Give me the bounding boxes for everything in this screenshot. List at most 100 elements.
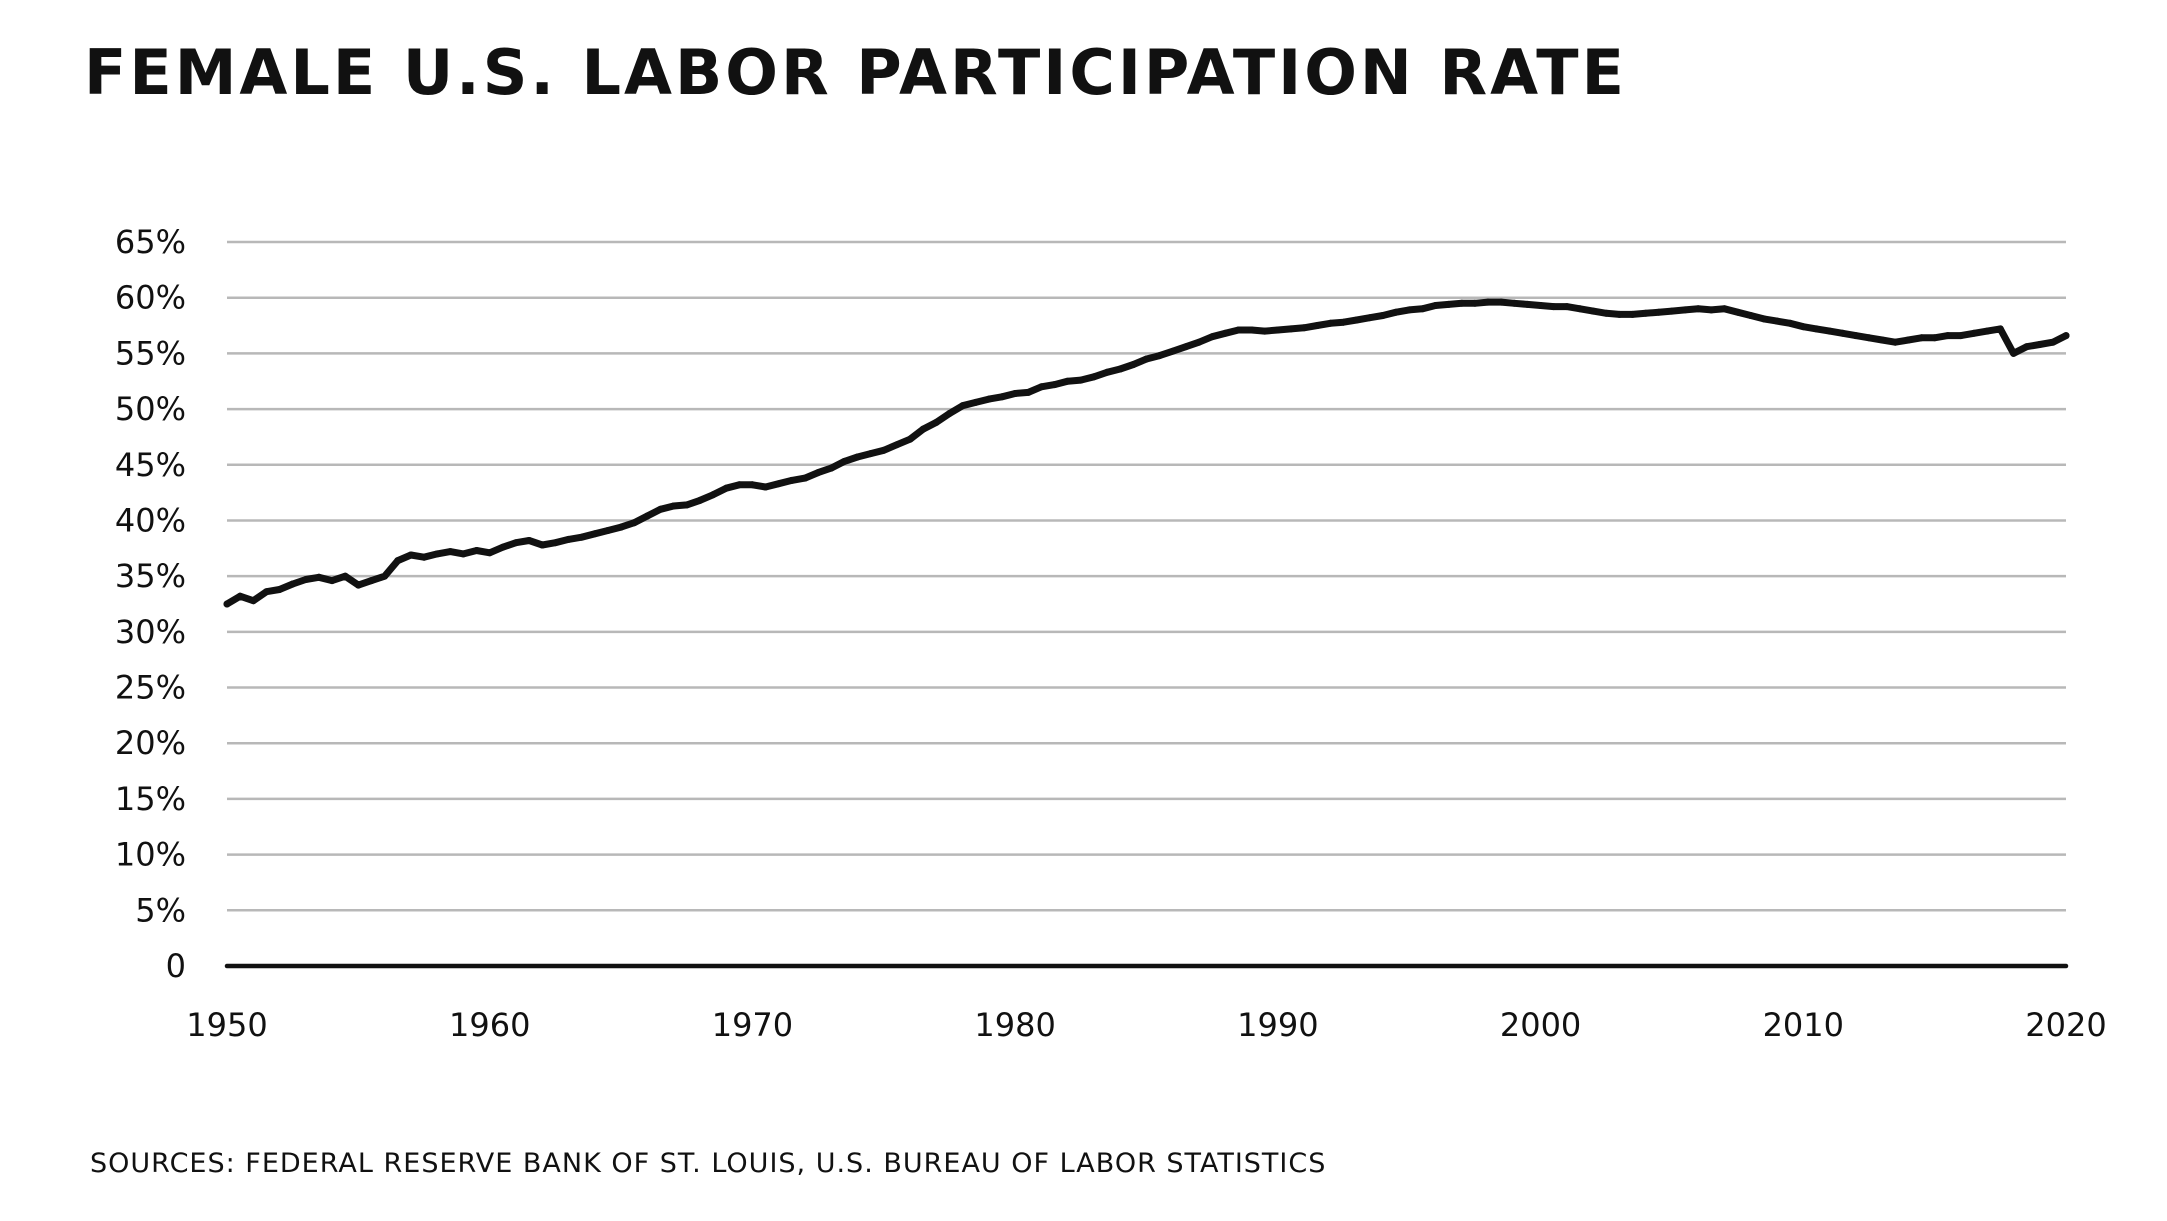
- data-point: [1996, 325, 2004, 333]
- data-point: [1064, 377, 1072, 385]
- data-point: [381, 572, 389, 580]
- data-point: [630, 519, 638, 527]
- data-point: [1208, 333, 1216, 341]
- data-point: [1510, 299, 1518, 307]
- y-tick-label: 0: [166, 947, 186, 985]
- data-point: [1221, 329, 1229, 337]
- source-note: SOURCES: FEDERAL RESERVE BANK OF ST. LOU…: [90, 1148, 1327, 1179]
- data-point: [814, 469, 822, 477]
- data-point: [1287, 325, 1295, 333]
- data-point: [683, 501, 691, 509]
- data-point: [709, 491, 717, 499]
- data-point: [551, 539, 559, 547]
- data-point: [2010, 349, 2017, 357]
- x-tick-label: 1990: [1237, 1006, 1318, 1044]
- data-point: [1195, 338, 1203, 346]
- y-tick-label: 30%: [115, 613, 186, 651]
- data-point: [788, 476, 796, 484]
- data-point: [486, 549, 494, 557]
- y-tick-label: 45%: [115, 446, 186, 484]
- data-point: [840, 457, 848, 465]
- y-tick-label: 5%: [135, 891, 186, 929]
- data-point: [1484, 298, 1492, 306]
- data-point: [1129, 361, 1137, 368]
- data-point: [459, 550, 467, 558]
- data-point: [328, 577, 336, 585]
- x-tick-label: 2020: [2025, 1006, 2106, 1044]
- y-tick-label: 20%: [115, 724, 186, 762]
- data-point: [604, 527, 612, 534]
- data-point: [1353, 316, 1361, 324]
- data-point: [657, 505, 664, 513]
- data-point: [249, 597, 257, 605]
- data-point: [262, 588, 270, 596]
- data-point: [223, 600, 231, 608]
- data-point: [1103, 368, 1111, 376]
- data-point: [854, 453, 861, 461]
- data-point: [1432, 302, 1439, 309]
- data-point: [1852, 332, 1860, 340]
- data-point: [827, 464, 835, 472]
- data-point: [1642, 309, 1650, 317]
- data-point: [1340, 318, 1347, 326]
- data-point: [867, 450, 875, 458]
- data-point: [1589, 307, 1597, 315]
- data-point: [525, 537, 533, 544]
- y-tick-label: 10%: [115, 836, 186, 874]
- gridlines: [227, 240, 2066, 912]
- data-point: [1523, 300, 1531, 308]
- data-point: [1615, 310, 1623, 318]
- data-point: [1904, 336, 1912, 344]
- x-tick-label: 1980: [974, 1006, 1055, 1044]
- data-point: [1957, 332, 1965, 340]
- data-point: [368, 577, 375, 585]
- data-point: [1156, 352, 1164, 360]
- data-point: [1418, 305, 1426, 313]
- x-tick-label: 2000: [1500, 1006, 1581, 1044]
- data-point: [1024, 388, 1032, 396]
- data-point: [433, 550, 441, 558]
- data-point: [906, 435, 914, 443]
- data-point: [1865, 334, 1873, 342]
- data-point: [1497, 298, 1505, 306]
- series-line-0: [223, 298, 2070, 608]
- data-point: [1143, 355, 1150, 363]
- data-point: [1747, 312, 1755, 319]
- data-point: [1379, 312, 1387, 319]
- data-point: [1563, 303, 1571, 311]
- data-point: [341, 572, 349, 580]
- data-point: [643, 512, 651, 520]
- data-point: [315, 573, 323, 581]
- data-point: [1826, 327, 1834, 335]
- data-point: [985, 395, 993, 403]
- y-tick-label: 60%: [115, 279, 186, 317]
- data-point: [236, 592, 244, 600]
- data-point: [420, 553, 428, 561]
- data-point: [354, 581, 362, 589]
- data-point: [880, 446, 888, 454]
- data-point: [1760, 315, 1768, 323]
- data-point: [538, 541, 546, 549]
- x-axis-tick-labels: 1950 1960 1970 1980 1990 2000 2010 2020: [186, 1006, 2106, 1044]
- data-point: [1773, 317, 1781, 325]
- x-tick-label: 2010: [1763, 1006, 1844, 1044]
- data-point: [473, 547, 481, 554]
- data-point: [1918, 334, 1925, 342]
- data-point: [670, 502, 678, 510]
- data-point: [775, 480, 783, 488]
- data-point: [762, 483, 770, 491]
- data-point: [1261, 327, 1269, 335]
- data-point: [1471, 299, 1479, 307]
- data-point: [1576, 305, 1584, 313]
- data-point: [1681, 306, 1689, 314]
- x-tick-label: 1970: [712, 1006, 793, 1044]
- data-point: [591, 530, 599, 538]
- data-point: [1405, 306, 1413, 314]
- data-point: [1721, 305, 1728, 313]
- data-point: [1011, 390, 1019, 397]
- data-point: [1169, 347, 1177, 355]
- data-point: [1116, 365, 1124, 373]
- data-point: [1235, 326, 1242, 334]
- y-tick-label: 15%: [115, 780, 186, 818]
- data-point: [2062, 332, 2070, 340]
